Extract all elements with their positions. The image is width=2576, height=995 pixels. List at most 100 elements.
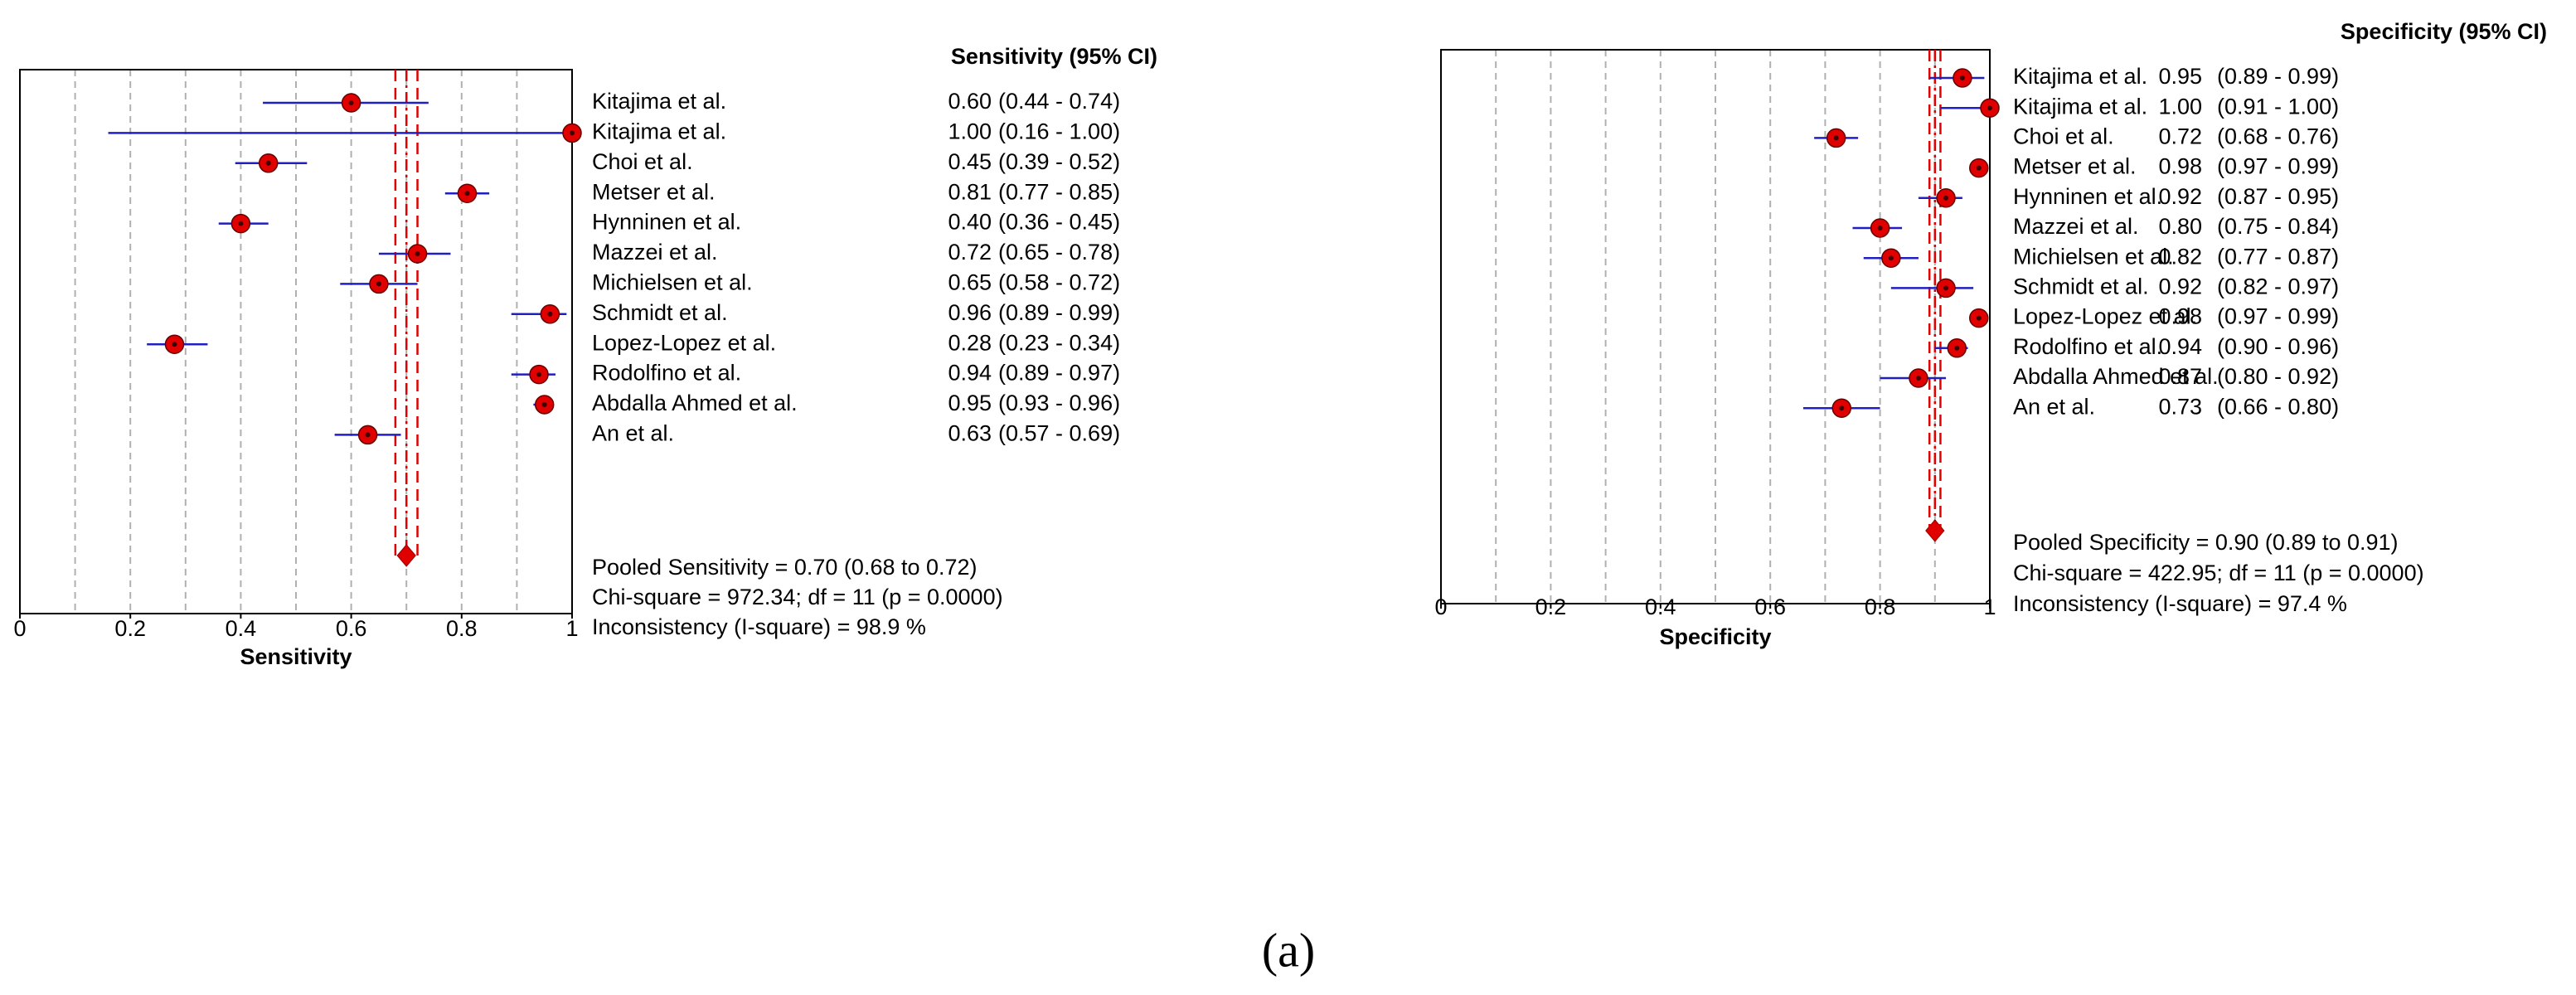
study-marker-center: [464, 191, 470, 197]
study-value: 0.65: [948, 270, 992, 295]
column-title: Specificity (95% CI): [2341, 19, 2547, 44]
study-value: 0.80: [2158, 214, 2202, 239]
study-marker-center: [1976, 165, 1982, 171]
x-tick-label: 0.4: [226, 616, 257, 641]
stats-text: Inconsistency (I-square) = 98.9 %: [592, 614, 926, 639]
study-value: 0.63: [948, 421, 992, 446]
stats-text: Chi-square = 972.34; df = 11 (p = 0.0000…: [592, 585, 1003, 609]
study-name: Kitajima et al.: [592, 89, 726, 114]
study-ci: (0.97 - 0.99): [2217, 154, 2339, 179]
caption: (a): [1262, 923, 1315, 977]
study-value: 0.98: [2158, 154, 2202, 179]
study-marker-center: [1976, 315, 1982, 321]
study-name: Lopez-Lopez et al.: [592, 330, 776, 355]
stats-text: Inconsistency (I-square) = 97.4 %: [2013, 591, 2347, 616]
study-value: 0.95: [948, 391, 992, 415]
x-tick-label: 0: [13, 616, 26, 641]
study-ci: (0.89 - 0.97): [998, 361, 1120, 386]
study-value: 0.87: [2158, 364, 2202, 389]
study-name: Hynninen et al.: [2013, 184, 2162, 209]
study-value: 1.00: [2158, 94, 2202, 119]
study-marker-center: [1888, 255, 1894, 261]
study-value: 0.72: [948, 240, 992, 265]
study-ci: (0.89 - 0.99): [2217, 64, 2339, 89]
study-value: 0.94: [2158, 334, 2202, 359]
stats-text: Chi-square = 422.95; df = 11 (p = 0.0000…: [2013, 561, 2424, 585]
study-marker-center: [1915, 376, 1921, 381]
study-ci: (0.68 - 0.76): [2217, 124, 2339, 149]
x-tick-label: 1: [1983, 595, 1996, 619]
study-marker-center: [1943, 195, 1949, 201]
x-tick-label: 0.6: [336, 616, 367, 641]
study-marker-center: [570, 130, 575, 136]
study-value: 0.28: [948, 330, 992, 355]
study-name: An et al.: [2013, 394, 2095, 419]
study-ci: (0.90 - 0.96): [2217, 334, 2339, 359]
study-ci: (0.80 - 0.92): [2217, 364, 2339, 389]
study-name: Michielsen et al.: [2013, 244, 2174, 269]
study-marker-center: [536, 371, 542, 377]
study-value: 0.73: [2158, 394, 2202, 419]
study-name: Mazzei et al.: [2013, 214, 2139, 239]
x-tick-label: 1: [565, 616, 578, 641]
x-tick-label: 0.2: [114, 616, 146, 641]
study-value: 0.94: [948, 361, 992, 386]
study-ci: (0.77 - 0.85): [998, 179, 1120, 204]
x-tick-label: 0.8: [446, 616, 478, 641]
study-value: 1.00: [948, 119, 992, 144]
study-ci: (0.91 - 1.00): [2217, 94, 2339, 119]
x-tick-label: 0.2: [1535, 595, 1567, 619]
study-ci: (0.89 - 0.99): [998, 300, 1120, 325]
study-ci: (0.66 - 0.80): [2217, 394, 2339, 419]
study-marker-center: [1954, 345, 1960, 351]
study-value: 0.92: [2158, 274, 2202, 299]
study-marker-center: [547, 311, 553, 317]
study-ci: (0.23 - 0.34): [998, 330, 1120, 355]
study-name: Abdalla Ahmed et al.: [592, 391, 798, 415]
study-marker-center: [1877, 226, 1883, 231]
x-tick-label: 0.6: [1754, 595, 1786, 619]
study-name: Kitajima et al.: [2013, 94, 2147, 119]
study-ci: (0.44 - 0.74): [998, 89, 1120, 114]
study-ci: (0.93 - 0.96): [998, 391, 1120, 415]
study-marker-center: [265, 160, 271, 166]
study-name: An et al.: [592, 421, 674, 446]
study-marker-center: [541, 402, 547, 407]
study-value: 0.45: [948, 149, 992, 174]
study-value: 0.81: [948, 179, 992, 204]
study-name: Rodolfino et al.: [2013, 334, 2162, 359]
study-marker-center: [238, 221, 244, 226]
study-value: 0.72: [2158, 124, 2202, 149]
pooled-label: Pooled Specificity = 0.90 (0.89 to 0.91): [2013, 530, 2399, 555]
study-ci: (0.16 - 1.00): [998, 119, 1120, 144]
study-marker-center: [1959, 75, 1965, 80]
study-ci: (0.75 - 0.84): [2217, 214, 2339, 239]
study-name: Choi et al.: [592, 149, 693, 174]
study-marker-center: [348, 100, 354, 105]
study-marker-center: [365, 432, 371, 438]
study-ci: (0.77 - 0.87): [2217, 244, 2339, 269]
x-axis-label: Sensitivity: [240, 644, 352, 669]
study-value: 0.98: [2158, 304, 2202, 329]
study-value: 0.96: [948, 300, 992, 325]
x-tick-label: 0.8: [1865, 595, 1896, 619]
x-tick-label: 0: [1434, 595, 1447, 619]
pooled-diamond: [1925, 519, 1945, 542]
study-marker-center: [415, 251, 420, 256]
study-value: 0.40: [948, 210, 992, 235]
study-ci: (0.36 - 0.45): [998, 210, 1120, 235]
study-ci: (0.58 - 0.72): [998, 270, 1120, 295]
study-marker-center: [1943, 285, 1949, 291]
study-marker-center: [376, 281, 381, 287]
study-name: Kitajima et al.: [2013, 64, 2147, 89]
study-name: Schmidt et al.: [592, 300, 728, 325]
study-ci: (0.57 - 0.69): [998, 421, 1120, 446]
x-axis-label: Specificity: [1659, 624, 1771, 649]
study-name: Hynninen et al.: [592, 210, 741, 235]
study-ci: (0.97 - 0.99): [2217, 304, 2339, 329]
study-value: 0.95: [2158, 64, 2202, 89]
study-ci: (0.65 - 0.78): [998, 240, 1120, 265]
study-name: Kitajima et al.: [592, 119, 726, 144]
column-title: Sensitivity (95% CI): [951, 44, 1157, 69]
